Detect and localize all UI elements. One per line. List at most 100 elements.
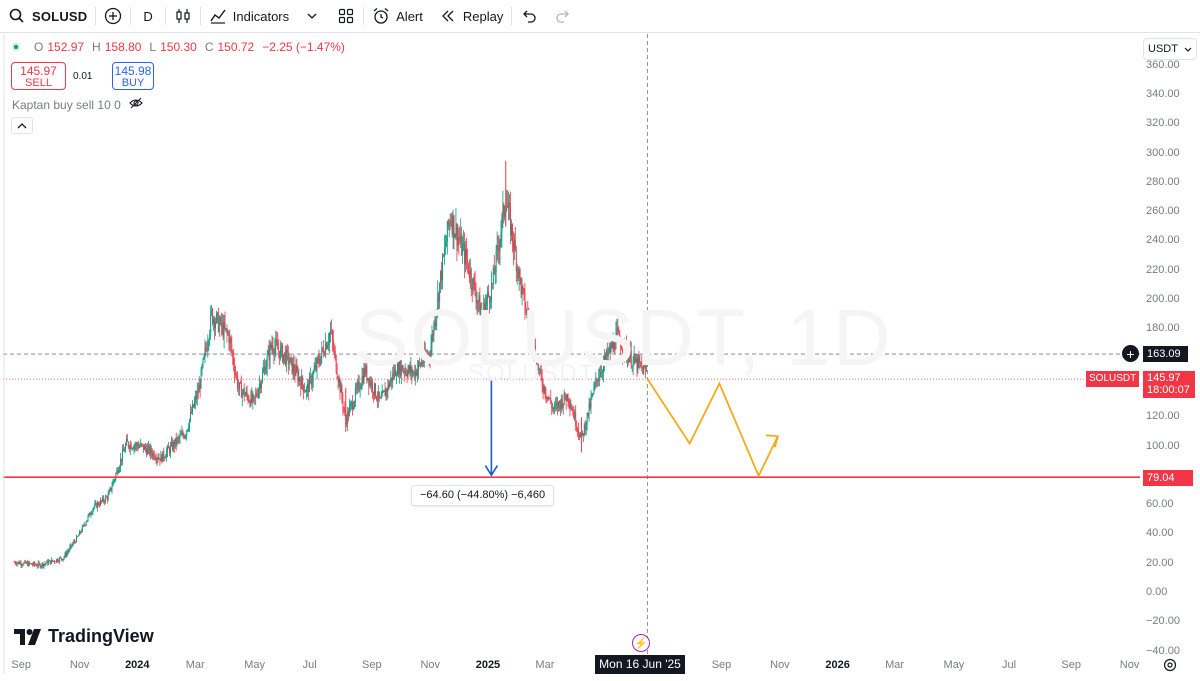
buy-button[interactable]: 145.98 BUY xyxy=(112,62,154,90)
candle-body xyxy=(39,564,41,568)
symbol-search[interactable]: SOLUSD xyxy=(0,0,95,33)
candle-body xyxy=(190,411,192,420)
redo-button[interactable] xyxy=(546,0,580,33)
candle-body xyxy=(99,505,101,506)
candle-body xyxy=(394,368,396,377)
candle-body xyxy=(209,333,211,341)
undo-button[interactable] xyxy=(512,0,546,33)
time-tick-label: Nov xyxy=(1119,659,1140,671)
candle-body xyxy=(511,224,512,236)
candle-body xyxy=(198,384,200,393)
candle-body xyxy=(531,328,533,346)
candle-body xyxy=(316,358,318,370)
add-circle-icon xyxy=(104,7,122,25)
lightning-icon[interactable]: ⚡ xyxy=(632,634,650,652)
candle-body xyxy=(459,239,461,242)
candle-body xyxy=(494,271,496,275)
candle-body xyxy=(161,454,163,462)
candle-body xyxy=(635,358,637,363)
replay-button[interactable]: Replay xyxy=(431,0,511,33)
candle-body xyxy=(145,445,146,449)
sell-button[interactable]: 145.97 SELL xyxy=(11,62,66,90)
watermark-title: SOLUSDT, 1D xyxy=(355,293,893,382)
candle-body xyxy=(402,370,404,372)
candle-body xyxy=(606,350,608,357)
candle-body xyxy=(271,345,273,348)
collapse-legend-button[interactable] xyxy=(11,117,33,134)
indicators-button[interactable]: Indicators xyxy=(201,0,329,33)
candle-body xyxy=(620,340,622,350)
candle-body xyxy=(413,371,415,373)
price-chart[interactable] xyxy=(0,34,1200,681)
candle-body xyxy=(356,384,358,390)
chart-pane[interactable] xyxy=(0,34,1200,681)
candle-body xyxy=(591,395,593,399)
candle-body xyxy=(311,380,313,385)
interval-button[interactable]: D xyxy=(131,0,164,33)
price-tick-label: 220.00 xyxy=(1146,263,1180,276)
settings-icon[interactable] xyxy=(1163,658,1177,672)
candle-body xyxy=(604,356,606,360)
candle-body xyxy=(446,221,448,242)
candle-body xyxy=(569,403,571,408)
add-alert-icon[interactable]: + xyxy=(1122,345,1139,362)
measure-label[interactable]: −64.60 (−44.80%) −6,460 xyxy=(411,485,555,506)
candle-body xyxy=(633,354,635,360)
candle-body xyxy=(306,388,307,393)
candle-body xyxy=(443,255,444,257)
candle-body xyxy=(195,396,197,400)
candle-body xyxy=(101,497,103,501)
hidden-eye-icon[interactable] xyxy=(128,97,143,112)
candle-body xyxy=(639,361,641,363)
time-tick-label: 2026 xyxy=(825,659,850,671)
chart-type-button[interactable] xyxy=(166,0,200,33)
currency-select[interactable]: USDT xyxy=(1143,38,1197,60)
candle-body xyxy=(555,404,557,406)
indicator-legend[interactable]: Kaptan buy sell 10 0 xyxy=(12,97,143,112)
candle-body xyxy=(244,394,246,397)
close-label: C xyxy=(204,40,214,54)
candle-body xyxy=(436,310,438,319)
candle-body xyxy=(26,562,28,564)
candle-body xyxy=(292,363,294,374)
candle-body xyxy=(147,447,148,455)
high-value: 158.80 xyxy=(104,40,142,54)
candle-body xyxy=(624,340,625,353)
layouts-button[interactable] xyxy=(329,0,363,33)
candle-body xyxy=(131,448,133,450)
candle-body xyxy=(162,451,164,462)
candle-body xyxy=(132,448,134,450)
time-tick-label: Nov xyxy=(770,659,790,671)
candle-body xyxy=(350,403,352,407)
candle-body xyxy=(115,473,117,479)
candle-body xyxy=(565,398,567,402)
candle-body xyxy=(159,458,161,462)
candle-body xyxy=(240,382,242,398)
candle-body xyxy=(143,444,145,450)
candle-body xyxy=(196,390,198,400)
tradingview-logo[interactable]: TradingView xyxy=(14,626,154,647)
candle-body xyxy=(220,317,222,327)
divider xyxy=(130,7,132,25)
price-tick-label: 360.00 xyxy=(1146,58,1180,71)
candle-body xyxy=(203,354,205,359)
candle-body xyxy=(540,368,542,378)
time-tick-label: Jul xyxy=(1001,659,1017,671)
candle-body xyxy=(517,267,519,279)
candle-body xyxy=(508,202,510,208)
candle-body xyxy=(124,451,125,452)
candle-body xyxy=(552,407,554,409)
candle-body xyxy=(111,486,113,490)
replay-label: Replay xyxy=(462,8,504,24)
candle-body xyxy=(83,524,85,526)
candle-body xyxy=(37,562,39,567)
candle-body xyxy=(180,434,182,436)
candle-body xyxy=(528,319,530,327)
candle-body xyxy=(107,494,109,500)
time-tick-label: Mar xyxy=(185,659,205,671)
candle-body xyxy=(454,234,456,238)
candle-body xyxy=(106,497,108,500)
price-tick-label: 60.00 xyxy=(1146,498,1174,511)
compare-button[interactable] xyxy=(96,0,130,33)
alert-button[interactable]: Alert xyxy=(364,0,431,33)
